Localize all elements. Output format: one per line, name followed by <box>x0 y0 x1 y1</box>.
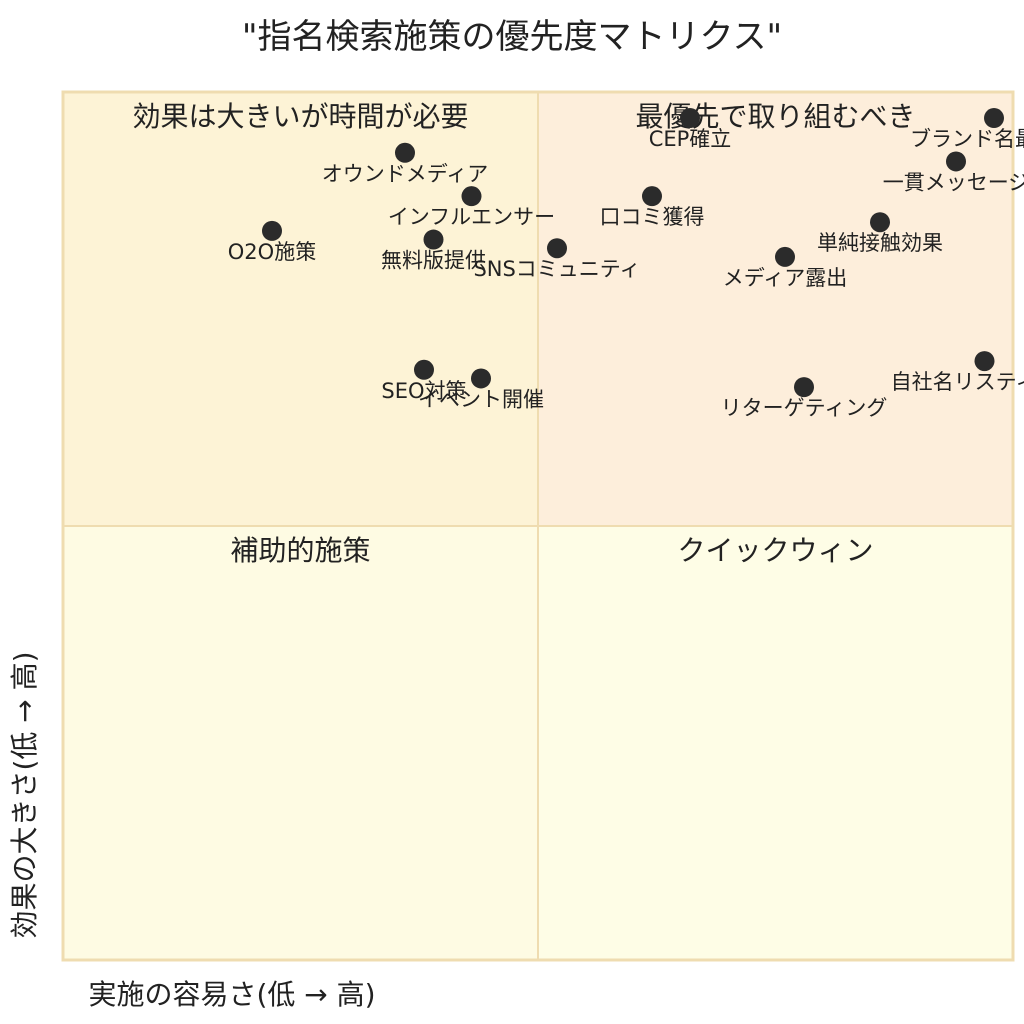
data-point <box>870 212 890 233</box>
quadrant-bottom-left <box>63 526 538 960</box>
data-point <box>423 229 444 250</box>
quadrant-label-top-left: 効果は大きいが時間が必要 <box>132 100 468 133</box>
data-point-label: リターゲティング <box>721 396 888 420</box>
data-point-label: イベント開催 <box>418 387 544 411</box>
quadrant-label-bottom-right: クイックウィン <box>677 534 873 567</box>
divider-layer <box>61 90 1015 962</box>
data-point <box>262 220 282 241</box>
data-point <box>794 377 814 398</box>
data-point-label: O2O施策 <box>228 240 316 264</box>
data-point-label: SNSコミュニティ <box>473 257 640 281</box>
data-point <box>680 108 700 129</box>
data-point-label: ブランド名最適化 <box>910 127 1024 151</box>
data-point-label: インフルエンサー <box>388 205 555 229</box>
data-point <box>395 142 415 163</box>
quadrant-layer <box>63 92 1013 960</box>
plot-border <box>61 90 1015 962</box>
data-point-label: メディア露出 <box>723 266 848 290</box>
data-point <box>984 108 1004 129</box>
data-point-label: オウンドメディア <box>322 162 489 186</box>
data-point <box>642 186 662 207</box>
data-point <box>946 151 966 172</box>
quadrant-label-bottom-left: 補助的施策 <box>230 534 370 567</box>
chart-title: "指名検索施策の優先度マトリクス" <box>242 17 782 57</box>
data-point <box>547 238 567 259</box>
quadrant-bottom-right <box>538 526 1013 960</box>
data-point <box>471 368 491 389</box>
data-point-label: 口コミ獲得 <box>600 205 705 229</box>
data-point-label: 自社名リスティング <box>891 370 1024 394</box>
x-axis-label: 実施の容易さ(低 → 高) <box>88 978 375 1011</box>
data-point <box>974 351 995 372</box>
point-layer <box>262 108 1004 398</box>
data-point-label: 一貫メッセージ <box>883 170 1024 194</box>
quadrant-top-left <box>63 92 538 526</box>
data-point <box>414 359 434 380</box>
quadrant-top-right <box>538 92 1013 526</box>
data-point-label: CEP確立 <box>649 127 732 151</box>
data-point-label: 単純接触効果 <box>817 231 943 255</box>
data-point <box>461 186 482 207</box>
data-point-label: 無料版提供 <box>381 249 486 273</box>
y-axis-label: 効果の大きさ(低 → 高) <box>8 651 41 938</box>
data-point-label: SEO対策 <box>381 379 466 403</box>
data-point <box>775 246 795 267</box>
